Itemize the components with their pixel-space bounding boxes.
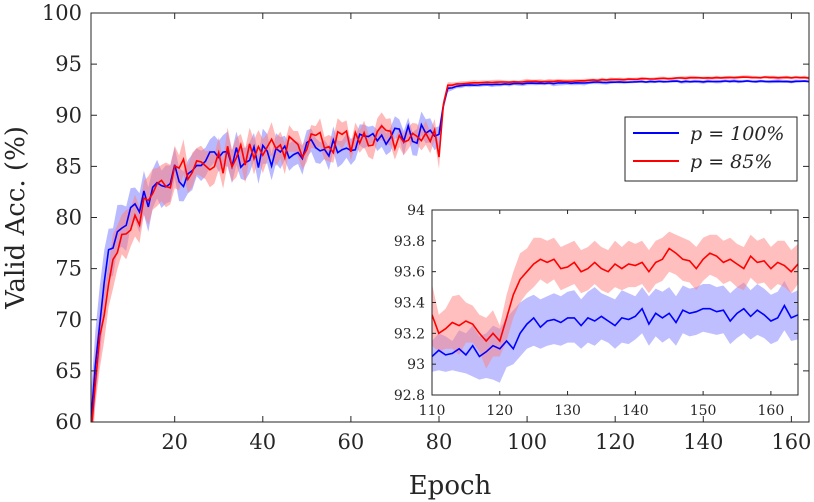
inset-y-tick-label: 93.4 [394,296,425,312]
inset-band-p100 [432,280,798,383]
main-x-axis-ticks: 20 40 60 80 100 120 140 160 [161,13,811,454]
inset-y-tick-label: 92.8 [394,388,425,404]
inset-x-tick-label: 120 [486,403,513,419]
main-y-tick-label: 85 [55,154,82,178]
inset-band-p85 [432,231,798,369]
main-line-p100 [91,80,809,421]
inset-x-tick-label: 110 [419,403,446,419]
main-y-tick-label: 100 [42,1,82,25]
main-y-tick-label: 70 [55,308,82,332]
inset-line-p100 [432,303,798,358]
main-x-tick-label: 60 [338,430,365,454]
inset-line-p85 [432,247,798,343]
main-series-lines [91,76,809,422]
main-x-tick-label: 20 [161,430,188,454]
inset-x-tick-label: 150 [690,403,717,419]
legend-label-p100: p = 100% [690,123,784,145]
inset-plot: 110 120 130 140 150 160 92.8 93 93.2 93.4 93.6 93.… [394,203,799,419]
main-x-tick-label: 100 [507,430,547,454]
inset-y-tick-label: 93.6 [394,265,425,281]
inset-y-tick-label: 93.8 [394,234,425,250]
main-y-tick-label: 95 [55,52,82,76]
main-y-tick-label: 60 [55,410,82,434]
main-x-tick-label: 80 [426,430,453,454]
legend-box [624,116,798,182]
legend-label-p85: p = 85% [690,151,772,173]
inset-y-tick-label: 93.2 [394,326,425,342]
inset-x-tick-label: 140 [622,403,649,419]
inset-x-tick-label: 130 [554,403,581,419]
inset-y-axis-ticks: 92.8 93 93.2 93.4 93.6 93.8 94 [394,203,798,404]
main-x-tick-label: 140 [683,430,723,454]
inset-series-lines [432,247,798,358]
x-axis-label: Epoch [409,471,492,501]
main-y-tick-label: 80 [55,206,82,230]
main-y-tick-label: 75 [55,257,82,281]
main-x-tick-label: 160 [771,430,811,454]
main-y-tick-label: 90 [55,103,82,127]
inset-y-tick-label: 94 [407,203,425,219]
y-axis-label: Valid Acc. (%) [1,126,31,310]
inset-y-tick-label: 93 [407,357,425,373]
inset-x-tick-label: 160 [758,403,785,419]
main-line-p85 [91,76,809,422]
legend: p = 100% p = 85% [624,116,798,182]
main-x-tick-label: 40 [249,430,276,454]
main-y-tick-label: 65 [55,359,82,383]
main-y-axis-ticks: 60 65 70 75 80 85 90 95 100 [42,1,809,434]
inset-confidence-bands [432,231,798,383]
main-x-tick-label: 120 [595,430,635,454]
inset-x-axis-ticks: 110 120 130 140 150 160 [419,210,785,419]
